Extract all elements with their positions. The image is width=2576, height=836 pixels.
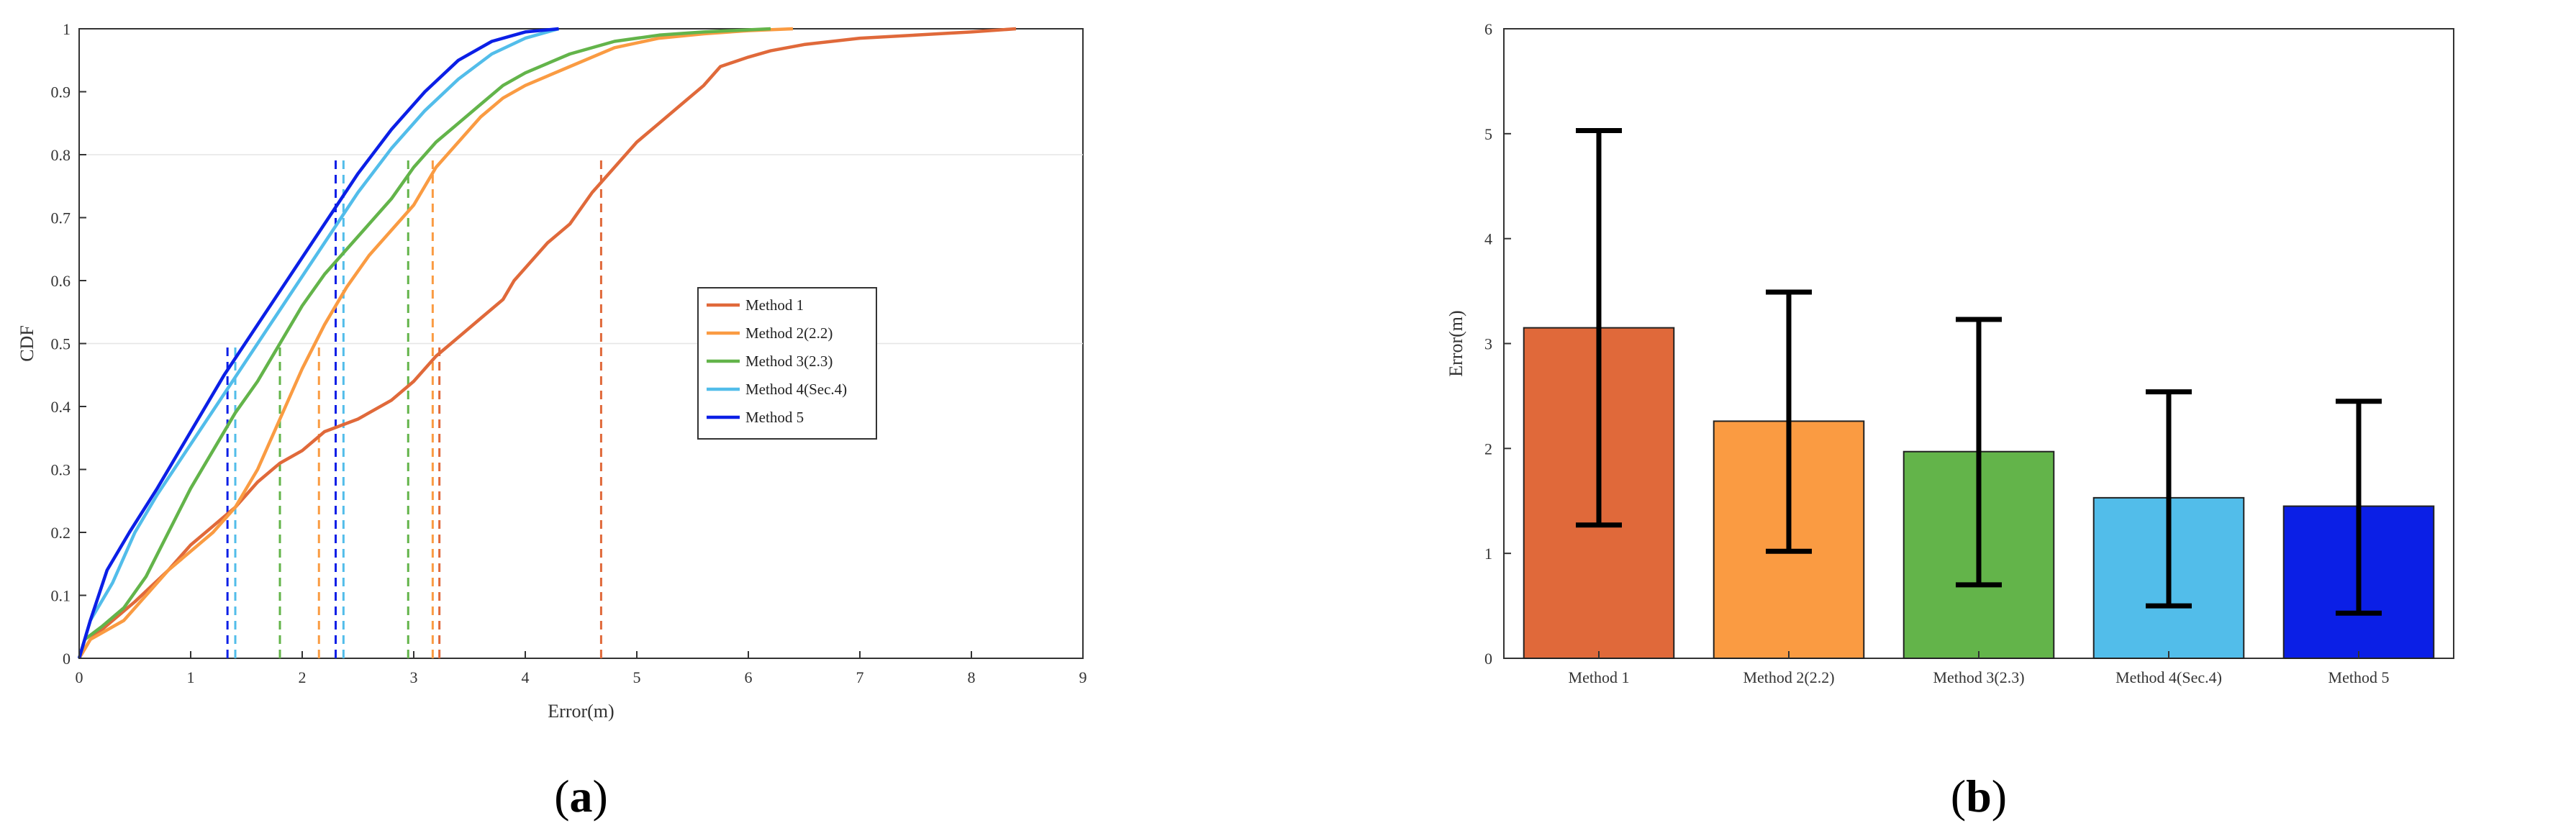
cdf-line-method-2-2-2 [78, 27, 794, 660]
x-tick-label: Method 4(Sec.4) [2115, 668, 2222, 686]
x-tick-label: 3 [410, 668, 418, 686]
bar-x-axis: Method 1 Method 2(2.2) Method 3(2.3) Method… [1569, 651, 2390, 686]
panel-label-b: (b) [1951, 771, 2007, 822]
x-tick-label: 7 [856, 668, 864, 686]
cdf-line-method-5 [77, 27, 559, 659]
bar-y-axis-label: Error(m) [1446, 310, 1466, 376]
y-tick-label: 2 [1484, 440, 1492, 458]
y-tick-label: 3 [1484, 335, 1492, 353]
y-tick-label: 5 [1484, 125, 1492, 143]
y-tick-label: 1 [63, 20, 71, 38]
cdf-y-axis-label: CDF [17, 325, 37, 362]
x-tick-label: 0 [76, 668, 83, 686]
y-tick-label: 0 [1484, 650, 1492, 668]
legend-label: Method 1 [745, 296, 804, 314]
panel-label-a: (a) [554, 771, 608, 822]
x-tick-label: 5 [633, 668, 641, 686]
cdf-line-method-1 [78, 27, 1017, 660]
x-tick-label: Method 5 [2328, 668, 2390, 686]
legend-label: Method 4(Sec.4) [745, 381, 847, 398]
y-tick-label: 0.5 [51, 335, 71, 353]
legend-label: Method 3(2.3) [745, 353, 833, 370]
y-tick-label: 0.3 [51, 461, 71, 479]
cdf-x-axis-label: Error(m) [548, 701, 614, 722]
y-tick-label: 4 [1484, 230, 1492, 248]
x-tick-label: 1 [187, 668, 195, 686]
x-tick-label: Method 2(2.2) [1743, 668, 1834, 686]
legend-label: Method 5 [745, 409, 804, 426]
cdf-line-method-3-2-3 [77, 27, 771, 659]
x-tick-label: 8 [968, 668, 976, 686]
cdf-gridlines [79, 154, 1083, 345]
legend-label: Method 2(2.2) [745, 324, 833, 342]
cdf-line-method-4-sec-4 [77, 27, 560, 659]
x-tick-label: 2 [299, 668, 307, 686]
bar-y-axis: 0 1 2 3 4 5 6 [1484, 20, 1511, 668]
error-bars [1576, 127, 2382, 616]
y-tick-label: 0 [63, 650, 71, 668]
y-tick-label: 0.6 [51, 272, 71, 290]
x-tick-label: 9 [1079, 668, 1087, 686]
cdf-x-axis: 0 1 2 3 4 5 6 7 8 9 [76, 651, 1087, 686]
cdf-y-axis: 0 0.1 0.2 0.3 0.4 0.5 0.6 0.7 0.8 0.9 1 [51, 20, 86, 668]
legend-box [697, 287, 877, 440]
y-tick-label: 0.7 [51, 209, 71, 227]
y-tick-label: 0.1 [51, 587, 71, 605]
x-tick-label: Method 3(2.3) [1933, 668, 2024, 686]
x-tick-label: 4 [522, 668, 530, 686]
x-tick-label: 6 [745, 668, 753, 686]
y-tick-label: 6 [1484, 20, 1492, 38]
y-tick-label: 0.2 [51, 524, 71, 542]
cdf-series-lines [77, 27, 1017, 660]
cdf-legend: Method 1 Method 2(2.2) Method 3(2.3) Method… [697, 287, 877, 440]
cdf-marker-lines [226, 155, 602, 658]
y-tick-label: 0.4 [51, 398, 71, 416]
cdf-chart: 0 1 2 3 4 5 6 7 8 9 0 0.1 0.2 0.3 0.4 0.5 0.6 0.7 0.8 0.9 1… [17, 20, 1087, 822]
error-bar-chart: Method 1 Method 2(2.2) Method 3(2.3) Method… [1446, 20, 2454, 822]
y-tick-label: 0.9 [51, 83, 71, 101]
y-tick-label: 0.8 [51, 146, 71, 164]
x-tick-label: Method 1 [1569, 668, 1630, 686]
y-tick-label: 1 [1484, 545, 1492, 563]
